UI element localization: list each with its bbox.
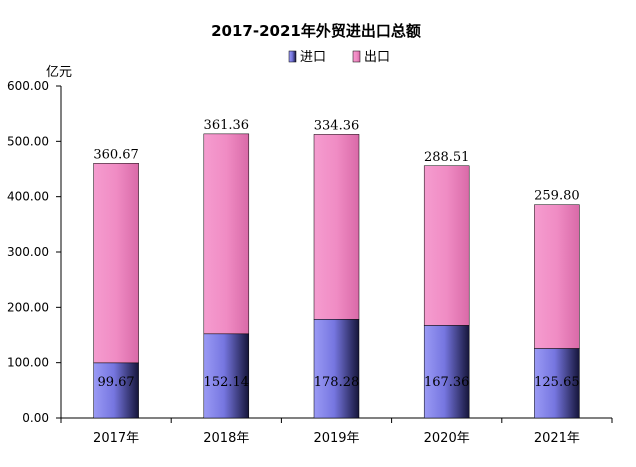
bar-export [203, 133, 250, 335]
legend-swatch-export [352, 50, 361, 63]
legend-swatch-import [288, 50, 297, 63]
bar-export [423, 165, 470, 326]
bar-import [313, 319, 360, 419]
x-tick-label: 2020年 [424, 431, 470, 446]
y-tick-label: 300.00 [7, 245, 49, 259]
data-label-import: 167.36 [424, 375, 470, 390]
bar-export [93, 163, 139, 364]
y-axis: 0.00 100.00 200.00 300.00 400.00 500.00 600.00 [7, 79, 62, 425]
value-labels-group: 99.67 360.67 152.14 361.36 178.28 334.36 167.3… [93, 118, 579, 390]
x-tick-label: 2021年 [534, 431, 580, 446]
legend: 进口 出口 [288, 50, 390, 65]
chart-title: 2017-2021年外贸进出口总额 [211, 22, 421, 40]
x-tick-label: 2019年 [313, 431, 359, 446]
data-label-export: 360.67 [93, 147, 139, 162]
data-label-export: 288.51 [424, 150, 470, 165]
y-tick-label: 600.00 [7, 79, 49, 93]
y-axis-unit-label: 亿元 [46, 65, 72, 80]
y-tick-label: 100.00 [7, 356, 49, 370]
x-tick-label: 2018年 [203, 431, 249, 446]
data-label-export: 259.80 [534, 189, 580, 204]
bar-export [534, 204, 580, 349]
bar-import [534, 348, 580, 419]
y-tick-label: 500.00 [7, 134, 49, 148]
data-label-import: 99.67 [97, 375, 134, 390]
legend-label-export: 出口 [364, 50, 390, 65]
data-label-import: 125.65 [534, 375, 580, 390]
x-axis: 2017年 2018年 2019年 2020年 2021年 [60, 417, 613, 446]
data-label-export: 361.36 [204, 118, 250, 133]
data-label-import: 178.28 [314, 375, 360, 390]
bar-export [313, 134, 360, 320]
y-tick-label: 200.00 [7, 300, 49, 314]
bar-import [93, 362, 139, 419]
data-label-import: 152.14 [204, 375, 250, 390]
legend-label-import: 进口 [300, 50, 326, 65]
data-label-export: 334.36 [314, 118, 360, 133]
bars-group [93, 133, 580, 419]
x-tick-label: 2017年 [93, 431, 139, 446]
y-tick-label: 0.00 [22, 411, 49, 425]
bar-import [423, 325, 470, 419]
y-tick-label: 400.00 [7, 190, 49, 204]
bar-import [203, 333, 250, 419]
